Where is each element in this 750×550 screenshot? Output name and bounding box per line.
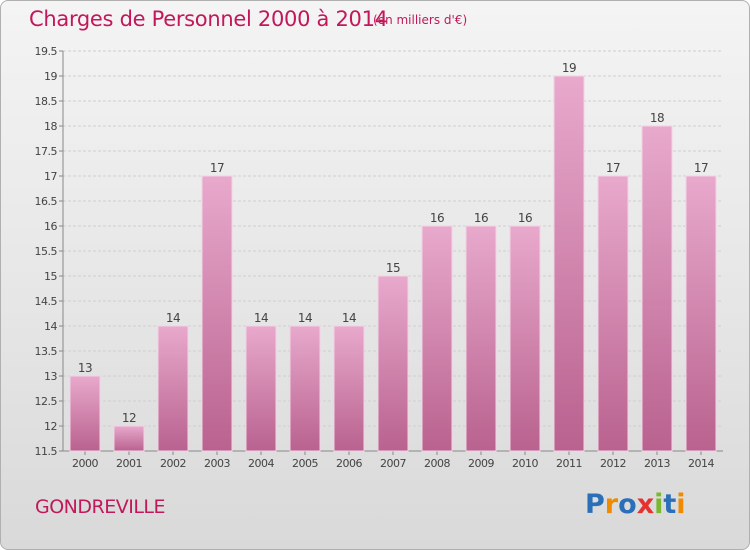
y-tick-label: 16 bbox=[44, 220, 57, 233]
y-tick-label: 15.5 bbox=[35, 245, 58, 258]
data-label: 16 bbox=[474, 211, 488, 225]
x-tick-label: 2011 bbox=[556, 457, 582, 470]
data-label: 18 bbox=[650, 111, 664, 125]
logo-letter: i bbox=[676, 489, 686, 520]
y-tick-label: 17.5 bbox=[35, 145, 58, 158]
data-label: 12 bbox=[122, 411, 136, 425]
logo-letter: t bbox=[663, 489, 677, 520]
x-tick-label: 2014 bbox=[688, 457, 714, 470]
bar bbox=[597, 175, 629, 452]
bars bbox=[69, 75, 717, 452]
bar bbox=[641, 125, 673, 452]
logo-letter: o bbox=[618, 489, 637, 520]
bar bbox=[377, 275, 409, 452]
data-label: 16 bbox=[430, 211, 444, 225]
data-label: 14 bbox=[342, 311, 356, 325]
y-tick-label: 12.5 bbox=[35, 395, 58, 408]
x-tick-label: 2007 bbox=[380, 457, 406, 470]
bar bbox=[113, 425, 145, 452]
data-label: 14 bbox=[298, 311, 312, 325]
chart-subtitle: (en milliers d'€) bbox=[373, 13, 468, 27]
town-name: GONDREVILLE bbox=[35, 496, 166, 518]
bar bbox=[509, 225, 541, 452]
bar bbox=[333, 325, 365, 452]
bar bbox=[289, 325, 321, 452]
y-tick-label: 13 bbox=[44, 370, 57, 383]
logo-letter: i bbox=[654, 489, 664, 520]
data-label: 14 bbox=[166, 311, 180, 325]
y-tick-label: 19.5 bbox=[35, 45, 58, 58]
bar bbox=[201, 175, 233, 452]
data-label: 19 bbox=[562, 61, 576, 75]
y-tick-label: 14 bbox=[44, 320, 57, 333]
logo-letter: P bbox=[585, 489, 605, 520]
x-tick-label: 2010 bbox=[512, 457, 538, 470]
x-tick-label: 2012 bbox=[600, 457, 626, 470]
data-label: 15 bbox=[386, 261, 400, 275]
y-tick-label: 14.5 bbox=[35, 295, 58, 308]
y-tick-label: 13.5 bbox=[35, 345, 58, 358]
x-tick-label: 2000 bbox=[72, 457, 98, 470]
data-label: 14 bbox=[254, 311, 268, 325]
x-tick-label: 2005 bbox=[292, 457, 318, 470]
x-tick-label: 2002 bbox=[160, 457, 186, 470]
bar bbox=[421, 225, 453, 452]
bar bbox=[685, 175, 717, 452]
bar bbox=[465, 225, 497, 452]
y-tick-label: 16.5 bbox=[35, 195, 58, 208]
logo-letter: x bbox=[636, 489, 655, 520]
bar bbox=[157, 325, 189, 452]
bar bbox=[553, 75, 585, 452]
y-tick-label: 18.5 bbox=[35, 95, 58, 108]
y-tick-label: 19 bbox=[44, 70, 57, 83]
y-tick-label: 18 bbox=[44, 120, 57, 133]
tick-labels: 11.5 12 12.5 13 13.5 14 14.5 15 15.5 16 16.5 17 17.5… bbox=[35, 45, 715, 470]
y-tick-label: 15 bbox=[44, 270, 57, 283]
bar bbox=[245, 325, 277, 452]
proxiti-logo[interactable]: Proxiti bbox=[585, 489, 686, 520]
data-label: 13 bbox=[78, 361, 92, 375]
data-label: 16 bbox=[518, 211, 532, 225]
x-tick-label: 2001 bbox=[116, 457, 142, 470]
y-tick-label: 17 bbox=[44, 170, 57, 183]
x-tick-label: 2006 bbox=[336, 457, 362, 470]
x-tick-label: 2008 bbox=[424, 457, 450, 470]
data-label: 17 bbox=[606, 161, 620, 175]
bar bbox=[69, 375, 101, 452]
logo-letter: r bbox=[604, 489, 619, 520]
y-tick-label: 11.5 bbox=[35, 445, 58, 458]
data-label: 17 bbox=[210, 161, 224, 175]
x-tick-label: 2003 bbox=[204, 457, 230, 470]
x-tick-label: 2013 bbox=[644, 457, 670, 470]
x-tick-label: 2004 bbox=[248, 457, 274, 470]
x-tick-label: 2009 bbox=[468, 457, 494, 470]
y-tick-label: 12 bbox=[44, 420, 57, 433]
data-label: 17 bbox=[694, 161, 708, 175]
chart-title: Charges de Personnel 2000 à 2014 bbox=[29, 7, 388, 31]
data-labels: 13 12 14 17 14 14 14 15 16 16 16 19 17 18 17 bbox=[78, 61, 709, 425]
